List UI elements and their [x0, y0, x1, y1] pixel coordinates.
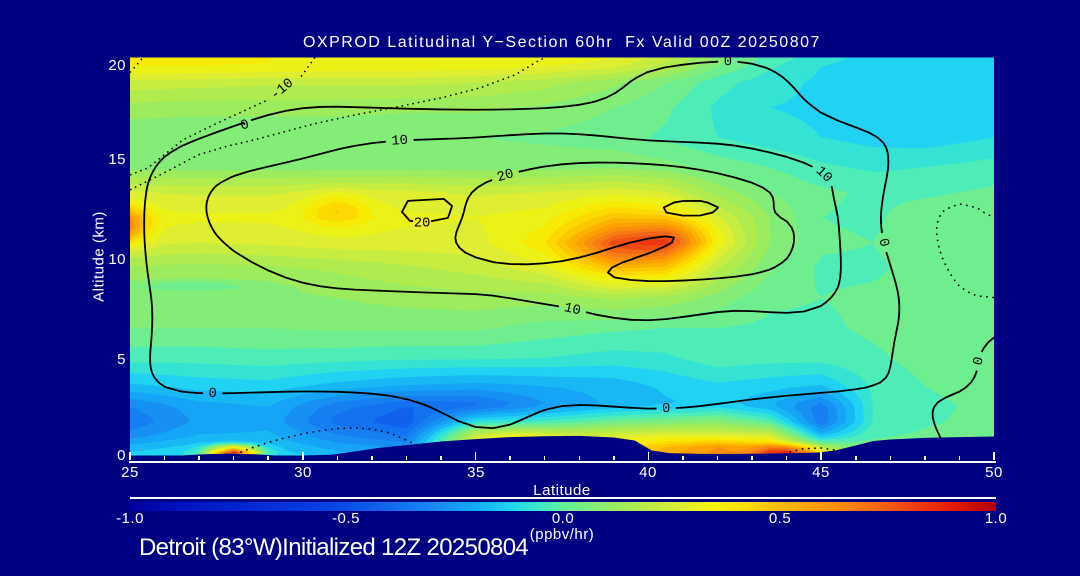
svg-text:0: 0 [970, 355, 988, 367]
svg-text:0: 0 [662, 401, 671, 417]
svg-text:0: 0 [875, 237, 892, 249]
svg-text:20: 20 [414, 216, 431, 232]
svg-text:20: 20 [495, 166, 516, 186]
svg-text:10: 10 [391, 133, 409, 150]
svg-text:0: 0 [239, 117, 251, 135]
svg-text:0: 0 [208, 386, 217, 402]
svg-text:10: 10 [562, 300, 582, 319]
svg-text:0: 0 [724, 54, 732, 70]
